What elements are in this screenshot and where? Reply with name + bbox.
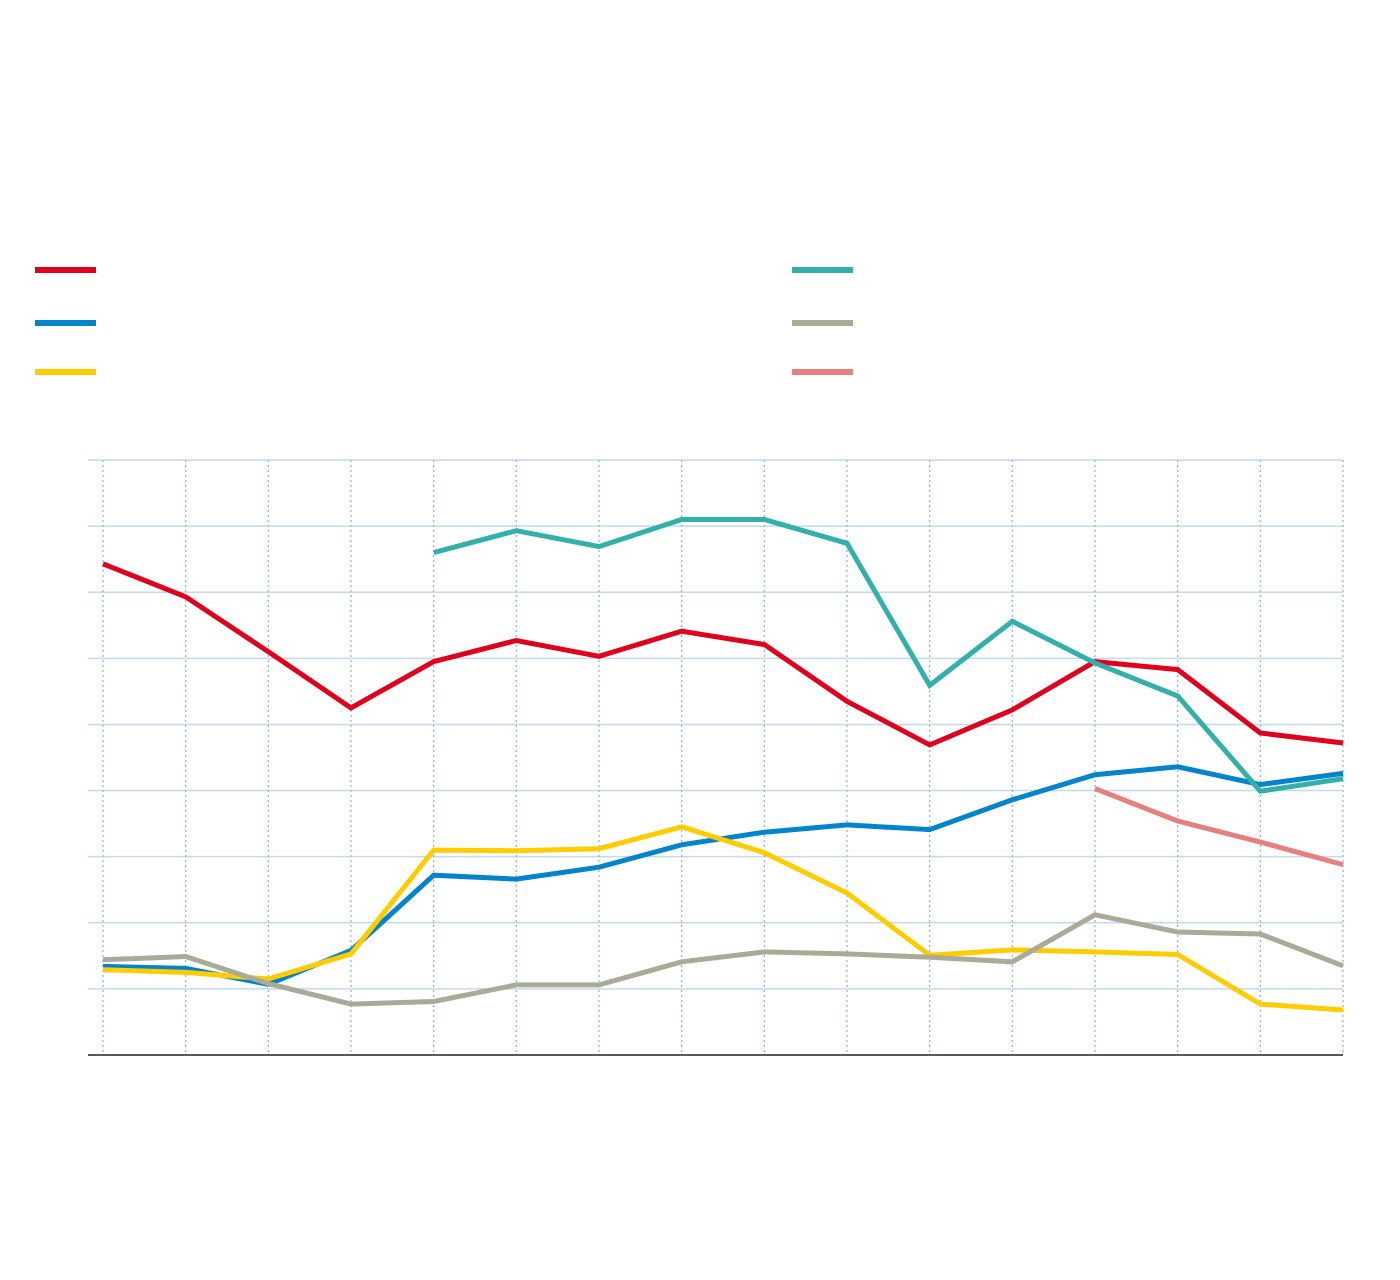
chart-lines [102,517,1344,1013]
chart-grid [88,459,1344,1055]
series-line-6 [1094,786,1344,868]
legend [35,267,853,375]
series-line-4 [433,517,1344,794]
series-line-3 [102,824,1344,1013]
series-line-1 [102,561,1344,748]
series-line-5 [102,912,1344,1007]
